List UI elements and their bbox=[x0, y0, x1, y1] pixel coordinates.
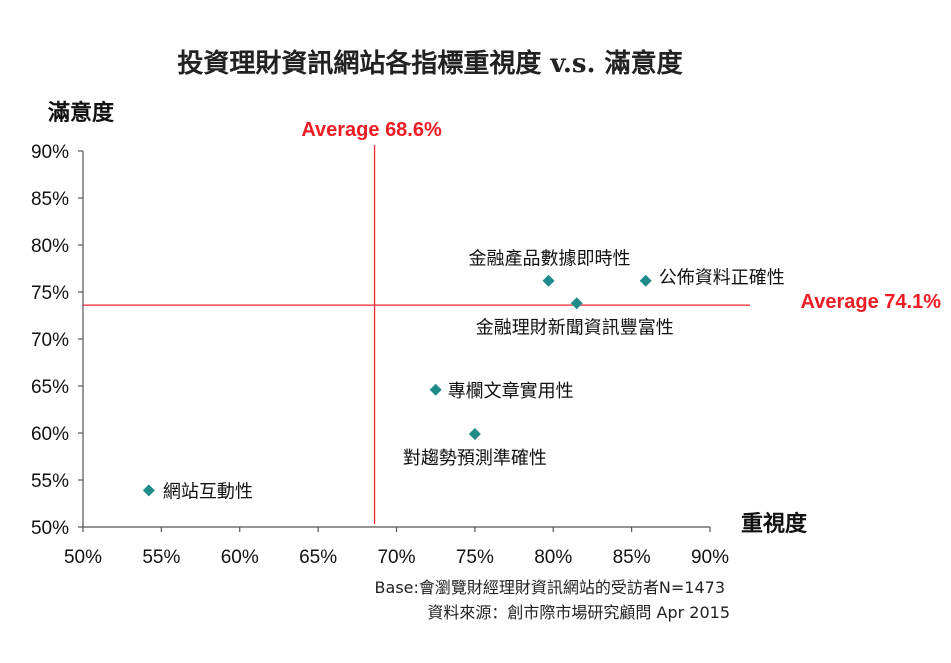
x-tick-label: 65% bbox=[299, 547, 337, 568]
data-point-label: 對趨勢預測準確性 bbox=[403, 448, 547, 469]
data-point-marker bbox=[429, 383, 442, 396]
source-note: 資料來源：創市際市場研究顧問 Apr 2015 bbox=[427, 603, 730, 622]
data-point-label: 專欄文章實用性 bbox=[448, 381, 574, 402]
y-tick-label: 75% bbox=[31, 283, 69, 304]
reference-lines: Average 68.6% Average 74.1% bbox=[83, 119, 941, 524]
data-point-label: 金融產品數據即時性 bbox=[469, 249, 631, 270]
y-tick-label: 55% bbox=[31, 471, 69, 492]
data-point-marker bbox=[542, 274, 555, 287]
data-point-marker bbox=[468, 427, 481, 440]
x-tick-label: 90% bbox=[691, 547, 729, 568]
axes: 50% 55% 60% 65% 70% 75% 80% 85% 90% 50% 55% 60% 65% 7… bbox=[31, 142, 729, 568]
y-tick-label: 50% bbox=[31, 518, 69, 539]
x-tick-label: 50% bbox=[64, 547, 102, 568]
y-tick-label: 90% bbox=[31, 142, 69, 163]
y-tick-label: 70% bbox=[31, 330, 69, 351]
data-point-label: 網站互動性 bbox=[163, 481, 253, 502]
y-tick-label: 80% bbox=[31, 236, 69, 257]
base-note: Base:會瀏覽財經理財資訊網站的受訪者N=1473 bbox=[375, 578, 725, 597]
y-average-label: Average 74.1% bbox=[801, 291, 942, 313]
data-points: 網站互動性 對趨勢預測準確性 專欄文章實用性 金融理財新聞資訊豐富性 金融產品數據即時性… bbox=[142, 249, 785, 502]
x-average-label: Average 68.6% bbox=[301, 119, 442, 141]
y-axis-title: 滿意度 bbox=[48, 100, 115, 126]
x-tick-label: 55% bbox=[142, 547, 180, 568]
y-tick-label: 60% bbox=[31, 424, 69, 445]
y-tick-label: 85% bbox=[31, 189, 69, 210]
y-tick-label: 65% bbox=[31, 377, 69, 398]
data-point-marker bbox=[639, 274, 652, 287]
x-tick-label: 60% bbox=[221, 547, 259, 568]
data-point-marker bbox=[570, 297, 583, 310]
x-tick-label: 85% bbox=[613, 547, 651, 568]
data-point-label: 公佈資料正確性 bbox=[659, 268, 785, 289]
x-tick-label: 70% bbox=[377, 547, 415, 568]
x-tick-label: 80% bbox=[534, 547, 572, 568]
data-point-label: 金融理財新聞資訊豐富性 bbox=[476, 317, 674, 338]
chart-title: 投資理財資訊網站各指標重視度 v.s. 滿意度 bbox=[177, 48, 682, 79]
x-tick-label: 75% bbox=[456, 547, 494, 568]
x-axis-title: 重視度 bbox=[741, 511, 808, 537]
data-point-marker bbox=[142, 484, 155, 497]
